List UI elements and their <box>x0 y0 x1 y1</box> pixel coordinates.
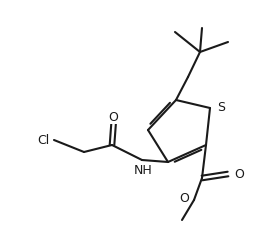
Text: NH: NH <box>134 164 152 177</box>
Text: Cl: Cl <box>37 133 49 146</box>
Text: S: S <box>217 101 225 114</box>
Text: O: O <box>234 168 244 181</box>
Text: O: O <box>108 111 118 124</box>
Text: O: O <box>179 192 189 205</box>
